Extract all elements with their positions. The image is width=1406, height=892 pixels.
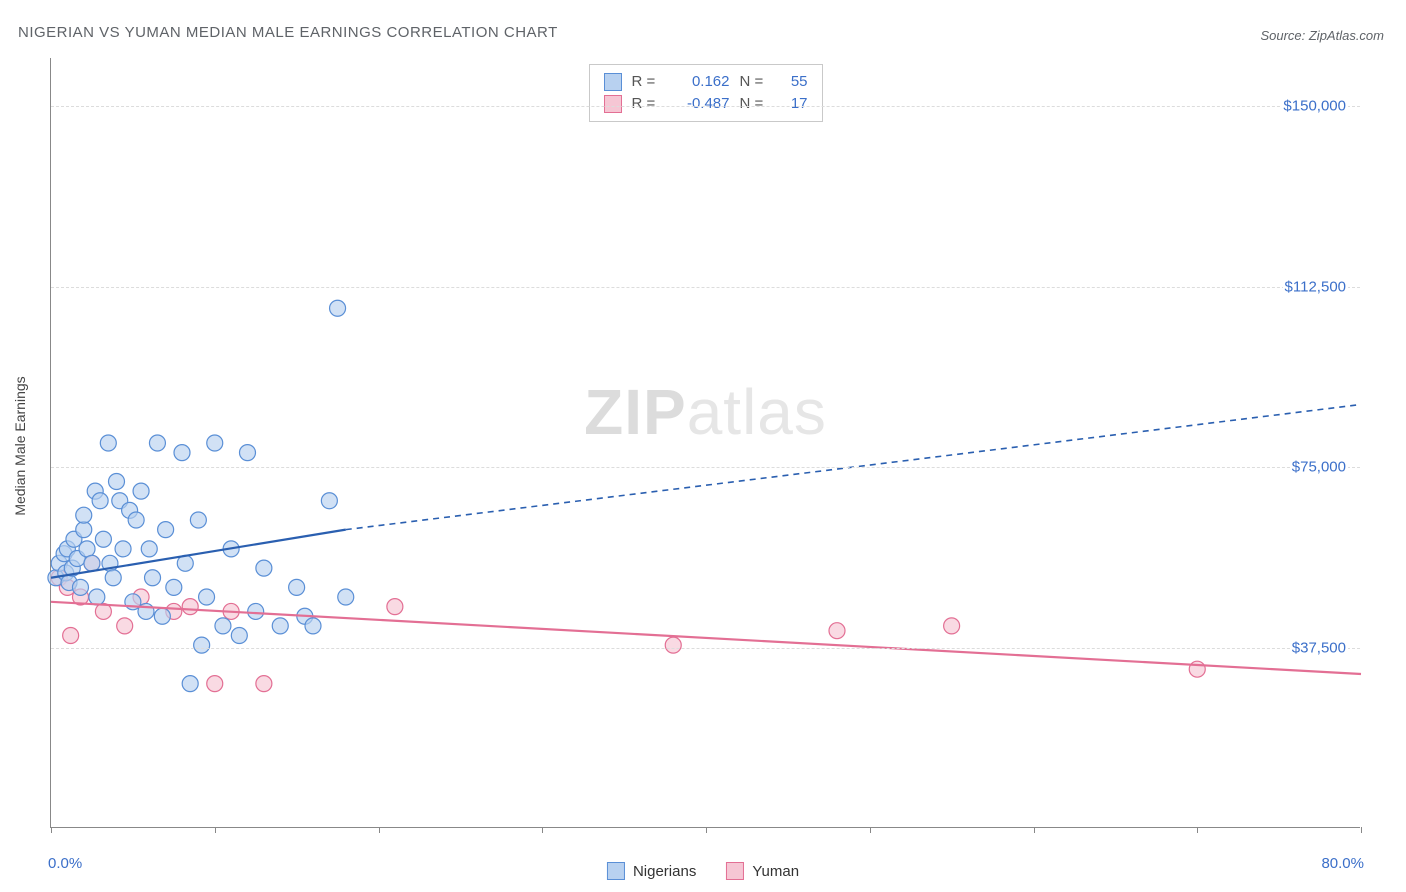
x-tick xyxy=(1197,827,1198,833)
scatter-point xyxy=(92,493,108,509)
x-axis-max-label: 80.0% xyxy=(1321,855,1364,872)
scatter-point xyxy=(89,589,105,605)
legend-label: Yuman xyxy=(752,863,799,880)
scatter-point xyxy=(289,579,305,595)
scatter-point xyxy=(145,570,161,586)
y-tick-label: $150,000 xyxy=(1281,98,1348,115)
gridline xyxy=(51,467,1360,468)
y-tick-label: $75,000 xyxy=(1290,459,1348,476)
scatter-point xyxy=(76,507,92,523)
gridline xyxy=(51,648,1360,649)
x-tick xyxy=(1034,827,1035,833)
scatter-point xyxy=(240,445,256,461)
source-name: ZipAtlas.com xyxy=(1309,28,1384,43)
scatter-point xyxy=(338,589,354,605)
scatter-point xyxy=(76,522,92,538)
scatter-point xyxy=(207,435,223,451)
x-tick xyxy=(870,827,871,833)
scatter-point xyxy=(199,589,215,605)
scatter-point xyxy=(330,300,346,316)
y-tick-label: $112,500 xyxy=(1283,278,1348,295)
scatter-point xyxy=(207,676,223,692)
scatter-point xyxy=(231,628,247,644)
scatter-point xyxy=(387,599,403,615)
legend-item: Nigerians xyxy=(607,862,696,880)
scatter-point xyxy=(149,435,165,451)
scatter-point xyxy=(117,618,133,634)
x-tick xyxy=(1361,827,1362,833)
scatter-point xyxy=(944,618,960,634)
x-tick xyxy=(51,827,52,833)
scatter-point xyxy=(109,474,125,490)
scatter-point xyxy=(141,541,157,557)
legend-swatch xyxy=(726,862,744,880)
legend-swatch xyxy=(607,862,625,880)
y-tick-label: $37,500 xyxy=(1290,639,1348,656)
scatter-point xyxy=(256,676,272,692)
scatter-point xyxy=(100,435,116,451)
scatter-point xyxy=(182,676,198,692)
scatter-point xyxy=(248,603,264,619)
scatter-point xyxy=(72,579,88,595)
gridline xyxy=(51,287,1360,288)
scatter-point xyxy=(829,623,845,639)
scatter-point xyxy=(133,483,149,499)
scatter-point xyxy=(272,618,288,634)
scatter-point xyxy=(305,618,321,634)
scatter-point xyxy=(79,541,95,557)
scatter-point xyxy=(84,555,100,571)
scatter-point xyxy=(115,541,131,557)
scatter-point xyxy=(215,618,231,634)
x-tick xyxy=(706,827,707,833)
gridline xyxy=(51,106,1360,107)
scatter-point xyxy=(158,522,174,538)
x-tick xyxy=(215,827,216,833)
x-tick xyxy=(379,827,380,833)
scatter-point xyxy=(128,512,144,528)
scatter-point xyxy=(166,579,182,595)
scatter-point xyxy=(154,608,170,624)
chart-title: NIGERIAN VS YUMAN MEDIAN MALE EARNINGS C… xyxy=(18,24,558,41)
plot-area: ZIPatlas R =0.162N =55R =-0.487N =17 $37… xyxy=(50,58,1360,828)
scatter-point xyxy=(63,628,79,644)
legend-item: Yuman xyxy=(726,862,799,880)
scatter-point xyxy=(256,560,272,576)
scatter-point xyxy=(665,637,681,653)
scatter-point xyxy=(105,570,121,586)
series-legend: Nigerians Yuman xyxy=(607,862,799,880)
scatter-point xyxy=(190,512,206,528)
x-tick xyxy=(542,827,543,833)
chart-svg xyxy=(51,58,1360,827)
legend-label: Nigerians xyxy=(633,863,696,880)
source-label: Source: xyxy=(1260,28,1308,43)
scatter-point xyxy=(182,599,198,615)
source-attribution: Source: ZipAtlas.com xyxy=(1260,28,1384,43)
scatter-point xyxy=(194,637,210,653)
y-axis-title: Median Male Earnings xyxy=(12,376,28,515)
scatter-point xyxy=(174,445,190,461)
scatter-point xyxy=(321,493,337,509)
x-axis-min-label: 0.0% xyxy=(48,855,82,872)
scatter-point xyxy=(95,531,111,547)
